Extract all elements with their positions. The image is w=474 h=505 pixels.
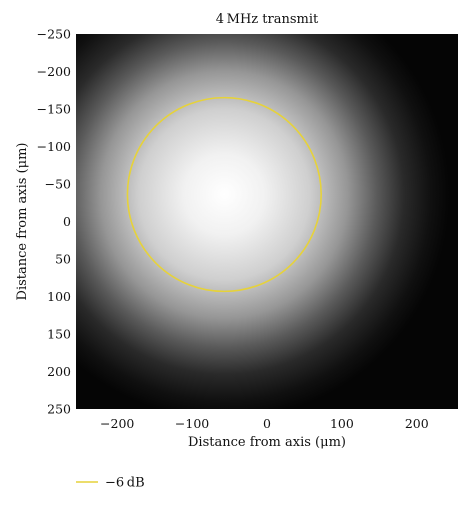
- x-tick-label: 0: [263, 416, 271, 431]
- y-tick-label: 100: [47, 289, 71, 304]
- x-axis-ticks: −200 −100 0 100 200: [100, 416, 429, 431]
- y-tick-label: 0: [63, 214, 71, 229]
- legend-label-minus-6db: −6 dB: [105, 476, 145, 491]
- y-tick-label: −250: [37, 27, 71, 42]
- y-tick-label: −50: [45, 177, 71, 192]
- y-tick-label: −150: [37, 102, 71, 117]
- x-tick-label: 200: [405, 416, 429, 431]
- y-axis-label: Distance from axis (μm): [15, 143, 30, 301]
- y-tick-label: 200: [47, 364, 71, 379]
- y-tick-label: 50: [55, 252, 71, 267]
- x-axis-label: Distance from axis (μm): [188, 435, 346, 450]
- x-tick-label: −200: [100, 416, 134, 431]
- chart-title: 4 MHz transmit: [216, 12, 319, 27]
- y-axis-ticks: −250 −200 −150 −100 −50 0 50 100 150 200 250: [37, 27, 71, 417]
- y-tick-label: −100: [37, 139, 71, 154]
- x-tick-label: −100: [175, 416, 209, 431]
- y-tick-label: −200: [37, 64, 71, 79]
- y-tick-label: 150: [47, 327, 71, 342]
- y-tick-label: 250: [47, 402, 71, 417]
- minus-6db-contour: [126, 96, 322, 293]
- legend: −6 dB: [76, 476, 145, 491]
- x-tick-label: 100: [330, 416, 354, 431]
- beam-intensity-map: [76, 34, 458, 409]
